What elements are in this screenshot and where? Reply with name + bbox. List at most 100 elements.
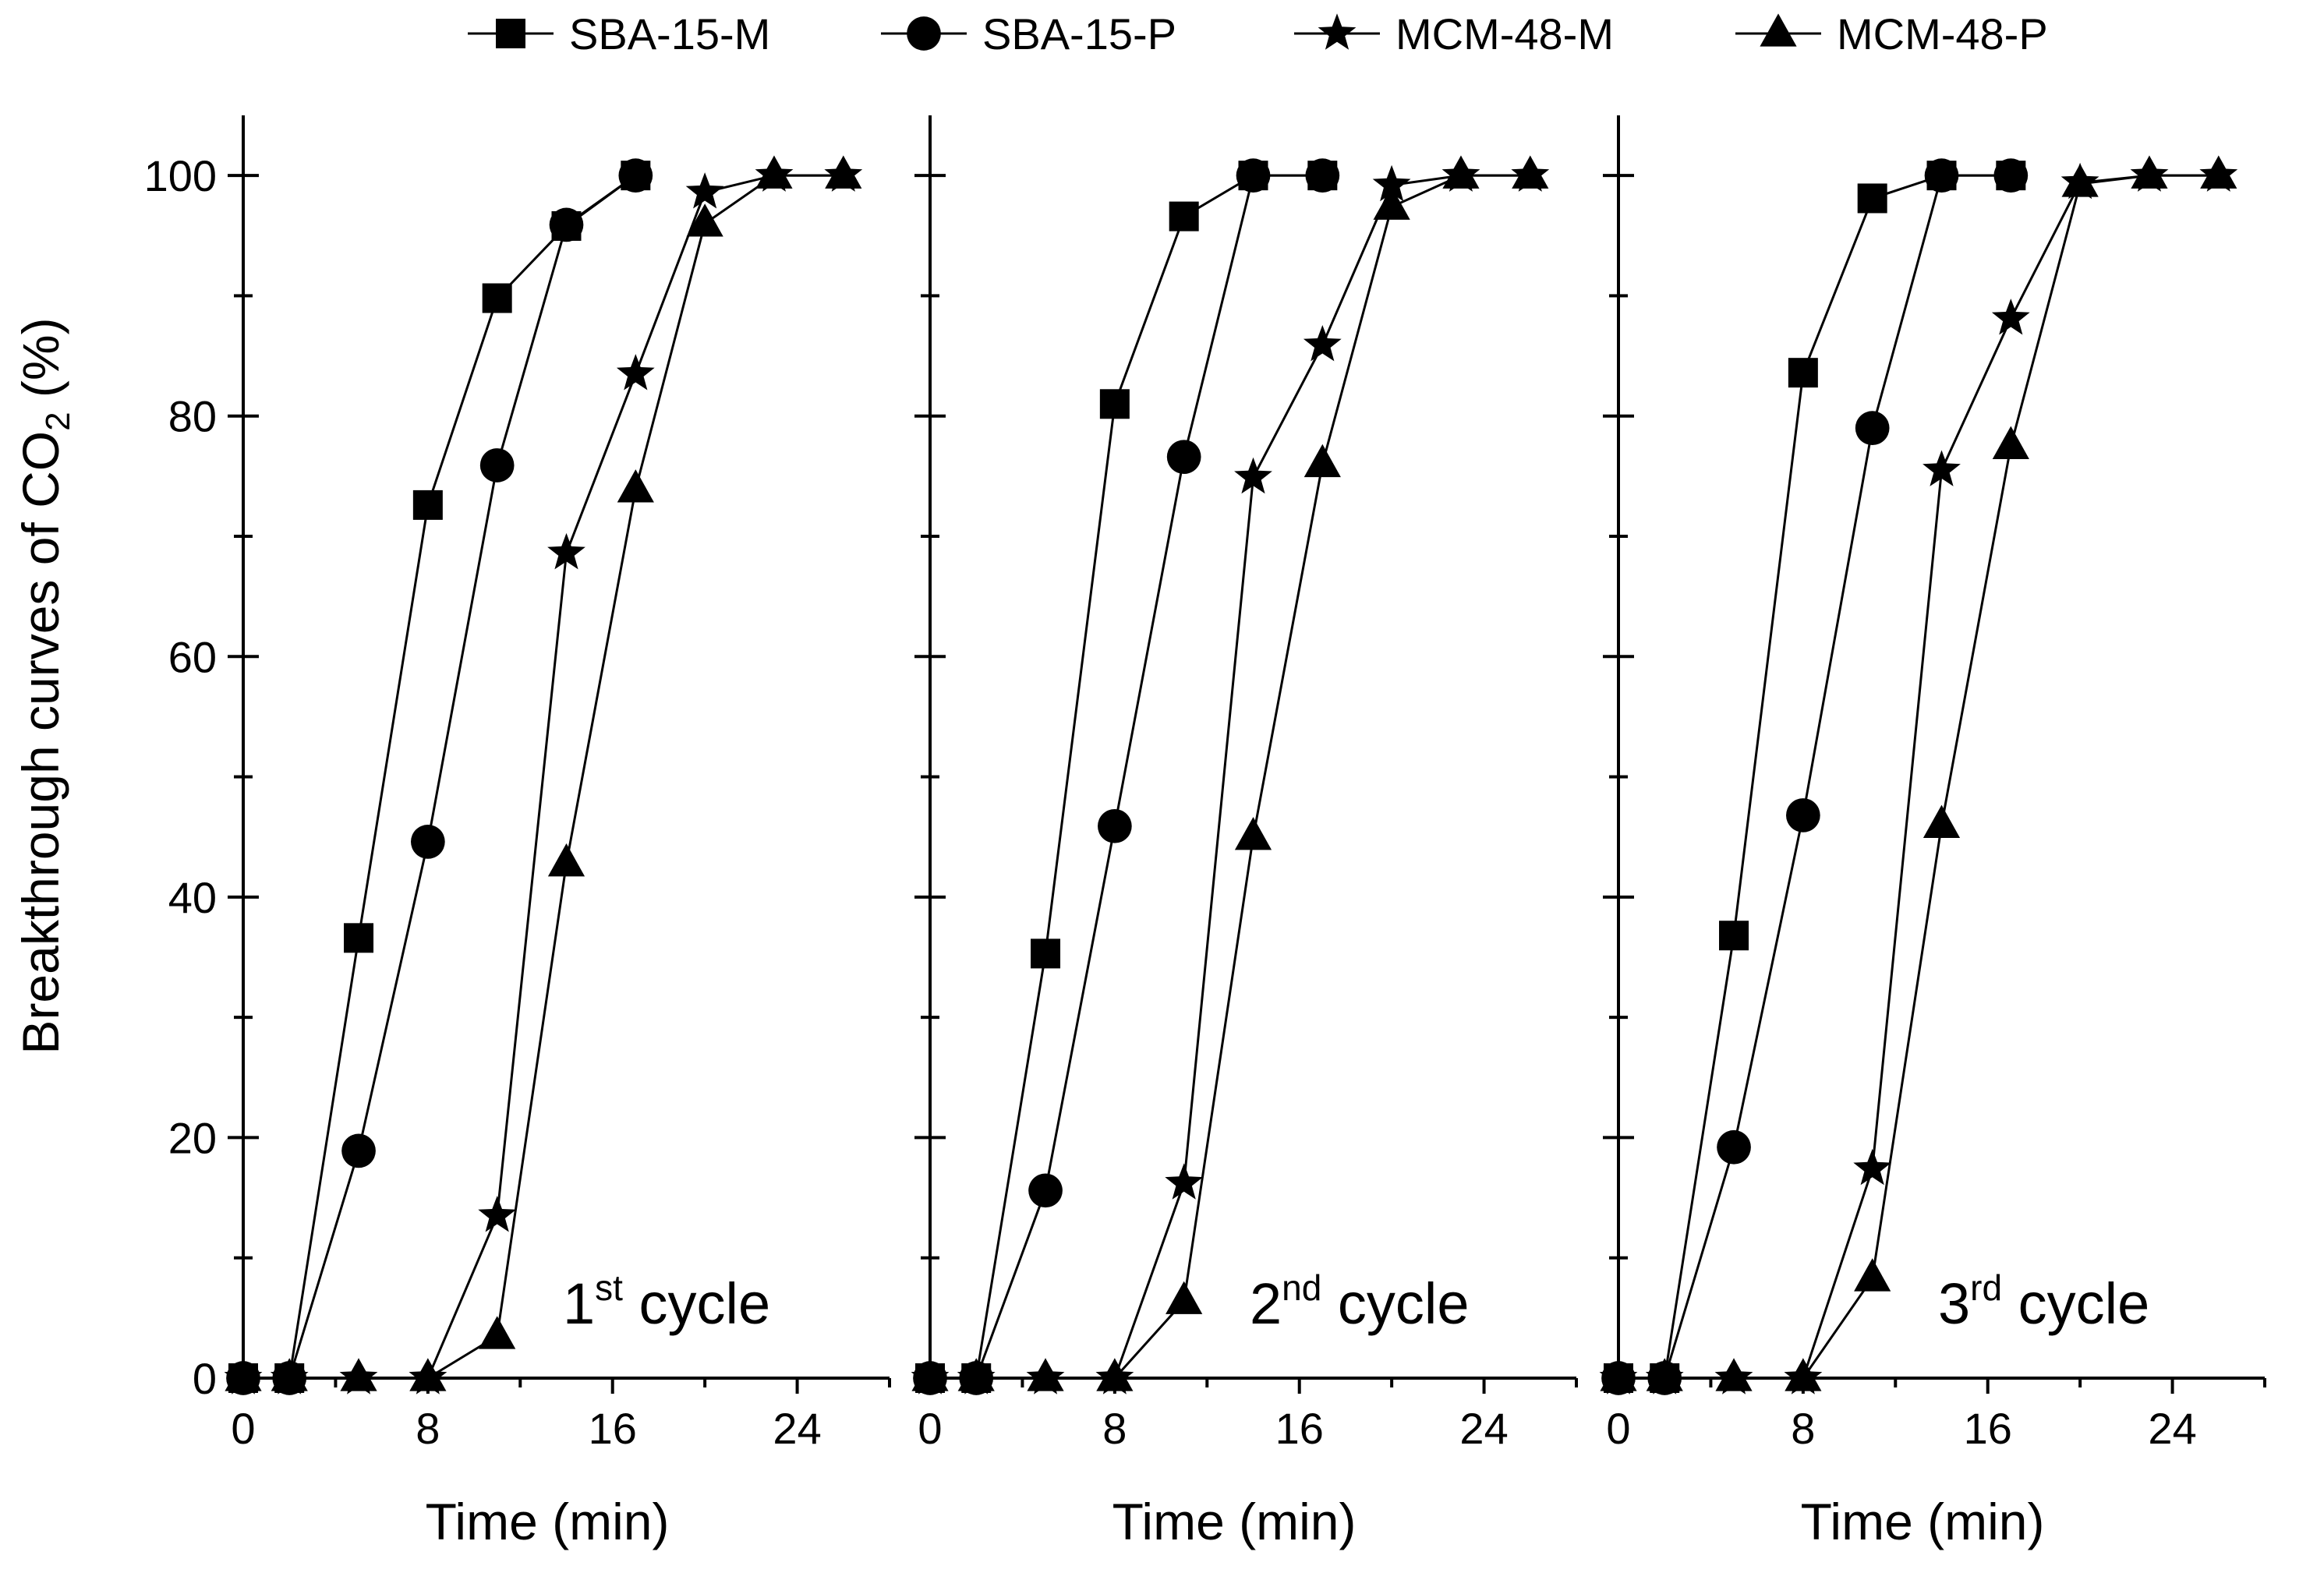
legend-label: MCM-48-M <box>1395 9 1614 58</box>
data-point-triangle <box>911 1358 949 1391</box>
x-tick-label: 16 <box>1964 1404 2012 1453</box>
data-point-triangle <box>1303 444 1341 478</box>
data-point-square <box>1857 183 1887 214</box>
cycle-label: 1st cycle <box>563 1267 770 1336</box>
x-tick-label: 0 <box>231 1404 255 1453</box>
data-point-star <box>1234 457 1272 494</box>
data-point-triangle <box>340 1358 377 1391</box>
cycle-label: 3rd cycle <box>1938 1267 2149 1336</box>
data-point-circle <box>341 1133 376 1168</box>
data-point-triangle <box>547 843 585 877</box>
data-point-circle <box>618 158 653 193</box>
data-point-triangle <box>1992 426 2029 459</box>
data-point-square <box>1169 201 1199 232</box>
legend-marker-triangle <box>1760 13 1797 47</box>
data-point-triangle <box>957 1358 995 1391</box>
x-tick-label: 16 <box>589 1404 637 1453</box>
panel-3: 0 8 16 24 Time (min) 3rd cycle <box>1599 115 2266 1550</box>
panel-2: 0 8 16 24 Time (min) 2nd cycle <box>911 115 1578 1550</box>
x-tick-label: 24 <box>2148 1404 2196 1453</box>
data-point-square <box>1788 358 1818 388</box>
legend-label: MCM-48-P <box>1837 9 2048 58</box>
data-point-circle <box>1098 808 1132 843</box>
x-axis-title: Time (min) <box>426 1493 670 1550</box>
data-point-triangle <box>1373 186 1410 220</box>
y-tick-label: 0 <box>193 1354 217 1403</box>
data-point-triangle <box>225 1358 262 1391</box>
data-point-star <box>478 1196 517 1232</box>
data-point-triangle <box>2061 164 2099 197</box>
data-point-circle <box>549 207 584 242</box>
data-point-square <box>412 490 443 520</box>
data-point-star <box>1303 325 1342 362</box>
x-tick-label: 8 <box>1102 1404 1127 1453</box>
data-point-circle <box>1855 411 1890 445</box>
data-point-triangle <box>2131 155 2168 189</box>
data-point-square <box>344 923 374 953</box>
data-point-triangle <box>1646 1358 1683 1391</box>
series-line-star <box>930 174 1530 1380</box>
legend-entry: MCM-48-M <box>1294 9 1614 58</box>
data-point-triangle <box>1854 1258 1891 1292</box>
data-point-triangle <box>409 1358 447 1391</box>
data-point-circle <box>1993 158 2029 193</box>
data-point-circle <box>1236 158 1271 193</box>
data-point-square <box>1031 938 1061 969</box>
data-point-triangle <box>686 203 723 237</box>
legend-label: SBA-15-P <box>982 9 1176 58</box>
y-axis-title-unit: (%) <box>12 317 69 412</box>
data-point-star <box>685 172 724 209</box>
data-point-star <box>1165 1163 1204 1200</box>
legend-entry: SBA-15-P <box>881 9 1176 58</box>
data-point-star <box>1853 1148 1892 1186</box>
data-point-triangle <box>479 1316 516 1349</box>
y-tick-label: 100 <box>144 151 217 200</box>
data-point-triangle <box>1600 1358 1637 1391</box>
legend-marker-square <box>496 19 525 48</box>
legend-entry: MCM-48-P <box>1735 9 2048 58</box>
data-point-triangle <box>271 1358 308 1391</box>
data-point-star <box>1923 450 1961 486</box>
data-point-circle <box>1717 1129 1751 1165</box>
data-point-circle <box>411 825 445 859</box>
legend-entry: SBA-15-M <box>468 9 770 58</box>
x-tick-label: 16 <box>1275 1404 1324 1453</box>
data-point-triangle <box>1234 817 1272 850</box>
data-point-triangle <box>1027 1358 1064 1391</box>
series-line-star <box>243 174 844 1380</box>
data-point-triangle <box>617 469 654 503</box>
x-tick-label: 0 <box>918 1404 942 1453</box>
y-axis-title-main: Breakthrough curves of CO <box>12 431 69 1055</box>
series-line-triangle <box>930 174 1530 1380</box>
x-tick-label: 24 <box>773 1404 821 1453</box>
data-point-triangle <box>1923 804 1961 838</box>
legend-label: SBA-15-M <box>569 9 770 58</box>
x-tick-label: 8 <box>416 1404 440 1453</box>
series-line-triangle <box>243 174 844 1380</box>
legend-marker-circle <box>907 16 941 51</box>
y-axis-title-subscript: 2 <box>39 412 77 430</box>
x-axis-title: Time (min) <box>1112 1493 1357 1550</box>
data-point-circle <box>1028 1173 1063 1208</box>
legend-marker-star <box>1318 13 1357 50</box>
data-point-triangle <box>1096 1358 1134 1391</box>
x-tick-label: 24 <box>1459 1404 1508 1453</box>
data-point-circle <box>1786 798 1820 832</box>
data-point-circle <box>1924 158 1959 193</box>
data-point-triangle <box>2200 155 2237 189</box>
panel-1: 0 20 40 60 80 100 0 8 16 24 Time (min) 1st cycle <box>144 115 891 1550</box>
data-point-triangle <box>1715 1358 1753 1391</box>
x-tick-label: 0 <box>1606 1404 1630 1453</box>
data-point-star <box>616 354 655 391</box>
y-tick-label: 20 <box>168 1113 217 1162</box>
series-line-triangle <box>1618 174 2219 1380</box>
data-point-circle <box>479 448 515 482</box>
x-tick-label: 8 <box>1791 1404 1815 1453</box>
data-point-circle <box>1305 158 1340 193</box>
data-point-triangle <box>1785 1358 1822 1391</box>
data-point-star <box>1372 164 1411 202</box>
y-tick-label: 80 <box>168 392 217 441</box>
data-point-square <box>482 283 512 313</box>
